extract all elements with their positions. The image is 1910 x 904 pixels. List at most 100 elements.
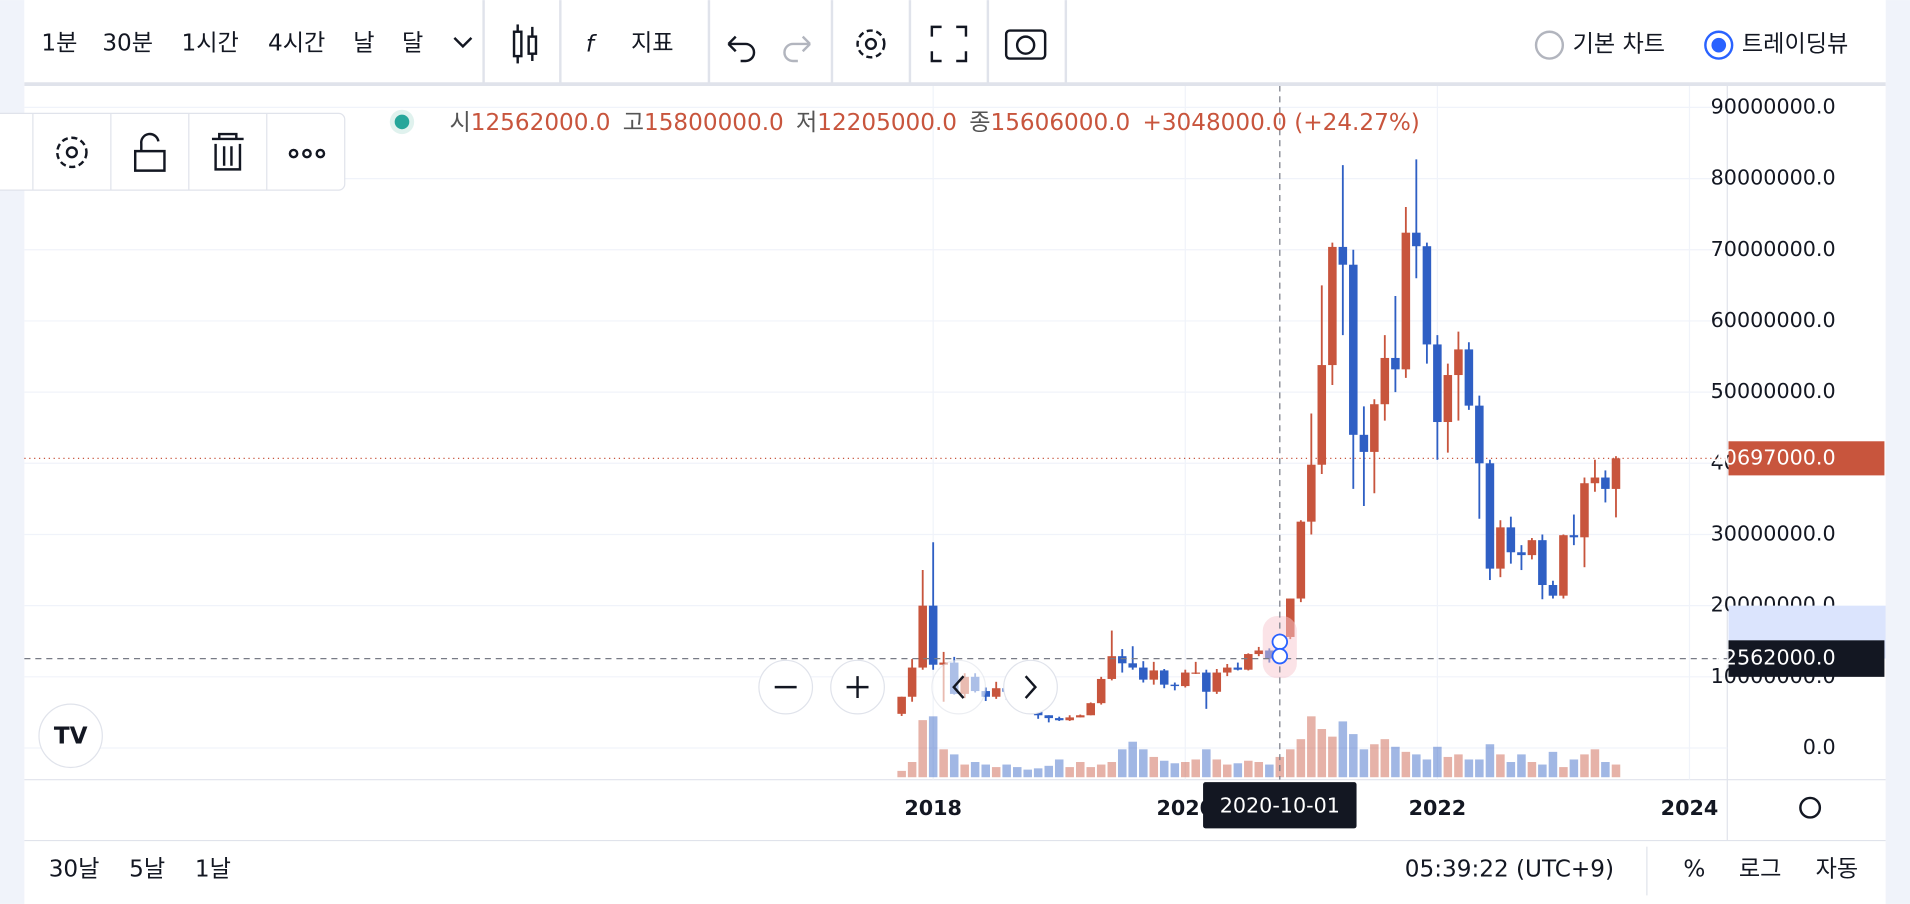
screenshot[interactable]	[1004, 29, 1047, 60]
candle-body	[1580, 483, 1589, 538]
last-price-label: 40697000.0	[1711, 445, 1836, 469]
volume-bar	[1548, 751, 1558, 778]
more[interactable]	[288, 148, 326, 159]
candle-body	[1496, 527, 1505, 569]
legend-value: 15800000.0	[644, 110, 784, 136]
candle-body	[1065, 717, 1074, 721]
volume-bar	[1296, 739, 1306, 778]
volume-bar	[1096, 764, 1106, 778]
candle-body	[1464, 349, 1474, 406]
range-button[interactable]: 30날	[49, 856, 100, 882]
range-button[interactable]: 5날	[129, 856, 165, 882]
tv-logo[interactable]	[38, 703, 103, 769]
candle-body	[1128, 663, 1137, 668]
interval-button[interactable]: 1분	[41, 30, 77, 56]
volume-bar	[1222, 764, 1232, 778]
scroll-left[interactable]	[931, 659, 987, 715]
candle-body	[1107, 656, 1117, 679]
interval-button[interactable]: 30분	[102, 30, 153, 56]
candle-body	[1317, 365, 1327, 465]
tv-logo-mark: TV	[54, 724, 88, 750]
fullscreen[interactable]	[930, 25, 968, 63]
volume-bar	[949, 754, 959, 778]
crosshair-y-tag	[1728, 640, 1885, 677]
interval-dropdown[interactable]	[453, 36, 473, 49]
volume-bar	[1170, 763, 1180, 778]
candle-body	[1254, 650, 1264, 655]
volume-bar	[1538, 764, 1547, 778]
interval-button[interactable]: 날	[353, 30, 374, 56]
volume-bar	[1128, 741, 1137, 778]
mode-tradingview[interactable]: 트레이딩뷰	[1742, 32, 1848, 58]
axis-settings[interactable]	[1799, 796, 1822, 819]
drawing-settings[interactable]	[56, 136, 88, 169]
lock[interactable]	[133, 132, 166, 172]
interval-button[interactable]: 1시간	[181, 30, 238, 56]
scale-button[interactable]: %	[1683, 856, 1705, 882]
candle-body	[1370, 404, 1379, 452]
legend-label: 고	[623, 110, 644, 136]
drawing-toolbar	[0, 112, 346, 191]
candle-body	[1117, 656, 1127, 664]
volume-bar	[1454, 754, 1463, 778]
indicator-button[interactable]: 지표	[631, 30, 674, 56]
volume-bar	[1380, 739, 1390, 778]
volume-bar	[960, 764, 969, 778]
delete[interactable]	[211, 132, 244, 171]
interval-button[interactable]: 4시간	[268, 30, 325, 56]
interval-button[interactable]: 달	[402, 30, 423, 56]
legend-value: 15606000.0	[990, 110, 1130, 136]
candle-body	[1244, 654, 1253, 670]
candle-body	[1433, 344, 1442, 423]
candle-type-icon[interactable]	[512, 24, 538, 64]
scale-button[interactable]: 자동	[1816, 856, 1859, 882]
candle-body	[1611, 458, 1621, 489]
volume-bar	[897, 770, 906, 778]
candle-body	[1191, 672, 1200, 674]
volume-bar	[1317, 729, 1327, 778]
y-tick-label: 30000000.0	[1711, 521, 1836, 545]
candle-body	[1359, 434, 1369, 452]
volume-bar	[1443, 756, 1453, 778]
volume-bar	[1475, 759, 1484, 778]
volume-bar	[1601, 762, 1610, 778]
volume-bar	[1307, 716, 1316, 778]
scale-button[interactable]: 로그	[1739, 856, 1782, 882]
mode-radio-basic[interactable]	[1534, 30, 1565, 60]
mode-basic[interactable]: 기본 차트	[1573, 32, 1665, 58]
toolbar-dividers	[482, 0, 1068, 85]
volume-bar	[1412, 754, 1421, 778]
candle-body	[1044, 715, 1054, 719]
volume-bar	[1076, 762, 1085, 778]
volume-bar	[1401, 751, 1411, 778]
volume-bar	[1002, 764, 1011, 778]
volume-bar	[1254, 762, 1264, 778]
candle-body	[1096, 678, 1106, 704]
volume-bar	[1391, 746, 1400, 778]
candle-body	[1349, 264, 1358, 435]
volume-bar	[1139, 749, 1148, 778]
y-tick-label: 90000000.0	[1711, 94, 1836, 118]
volume-bar	[1044, 765, 1054, 778]
mode-radio-tv[interactable]	[1704, 30, 1734, 60]
candle-body	[1590, 477, 1600, 484]
redo[interactable]	[783, 35, 811, 63]
undo[interactable]	[727, 35, 756, 63]
range-button[interactable]: 1날	[195, 856, 231, 882]
candle-body	[1296, 521, 1306, 599]
x-tick-label: 2018	[904, 796, 962, 820]
candle-body	[1401, 232, 1411, 370]
candle-body	[1286, 598, 1295, 637]
legend-label: 저	[796, 110, 817, 136]
candle-body	[1328, 246, 1337, 366]
volume-bar	[1012, 767, 1022, 778]
settings[interactable]	[856, 29, 886, 59]
candle-body	[1527, 540, 1537, 556]
candle-body	[1054, 718, 1064, 721]
candle-body	[991, 688, 1001, 697]
anchor-handle	[1271, 633, 1289, 651]
scroll-right[interactable]	[1003, 659, 1058, 715]
volume-bar	[1433, 746, 1442, 778]
